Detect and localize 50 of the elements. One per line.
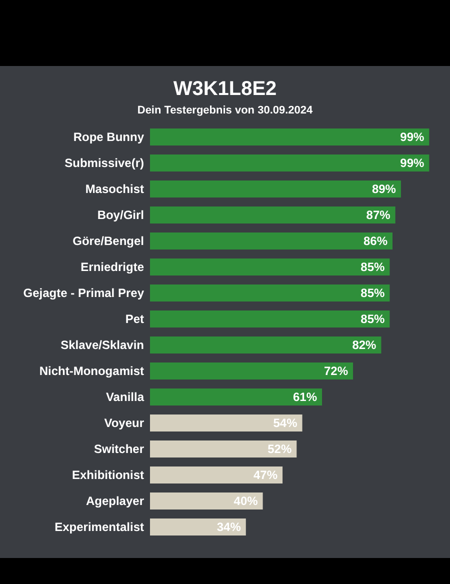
- bar: [150, 232, 393, 250]
- data-label: 86%: [363, 234, 388, 248]
- y-tick-label: Masochist: [85, 182, 144, 196]
- y-tick-label: Sklave/Sklavin: [60, 338, 144, 352]
- y-tick-label: Pet: [125, 312, 144, 326]
- data-label: 47%: [254, 468, 278, 482]
- bar: [150, 388, 322, 406]
- data-label: 40%: [234, 494, 258, 508]
- y-tick-label: Voyeur: [104, 416, 144, 430]
- y-tick-label: Göre/Bengel: [72, 234, 144, 248]
- y-tick-label: Nicht-Monogamist: [39, 364, 144, 378]
- y-tick-label: Boy/Girl: [97, 208, 144, 222]
- data-label: 87%: [366, 208, 391, 222]
- data-label: 82%: [352, 338, 377, 352]
- data-label: 85%: [360, 260, 386, 274]
- data-label: 85%: [360, 312, 386, 326]
- bar: [150, 414, 302, 432]
- bar: [150, 336, 382, 354]
- chart-subtitle: Dein Testergebnis von 30.09.2024: [137, 104, 314, 116]
- data-label: 99%: [400, 130, 424, 144]
- data-label: 52%: [268, 442, 292, 456]
- bar: [150, 128, 430, 146]
- bar: [150, 440, 297, 458]
- y-tick-label: Exhibitionist: [72, 468, 144, 482]
- data-label: 99%: [400, 156, 424, 170]
- y-tick-label: Submissive(r): [64, 156, 144, 170]
- data-label: 61%: [292, 390, 318, 404]
- bar: [150, 310, 390, 328]
- chart-title: W3K1L8E2: [173, 78, 277, 100]
- data-label: 72%: [324, 364, 348, 378]
- data-label: 89%: [372, 182, 396, 196]
- data-label: 34%: [216, 520, 242, 534]
- bar: [150, 466, 283, 484]
- y-tick-label: Rope Bunny: [73, 130, 144, 144]
- bar: [150, 518, 246, 536]
- data-label: 85%: [360, 286, 386, 300]
- y-tick-label: Vanilla: [106, 390, 144, 404]
- bar: [150, 206, 396, 224]
- y-tick-label: Gejagte - Primal Prey: [23, 286, 144, 300]
- bar: [150, 492, 263, 510]
- y-tick-label: Switcher: [94, 442, 144, 456]
- bar: [150, 180, 401, 198]
- bar: [150, 258, 390, 276]
- y-tick-label: Experimentalist: [54, 520, 144, 534]
- data-label: 54%: [273, 416, 298, 430]
- y-tick-label: Erniedrigte: [80, 260, 144, 274]
- bar: [150, 154, 430, 172]
- bar: [150, 362, 354, 380]
- y-tick-label: Ageplayer: [86, 494, 144, 508]
- bar: [150, 284, 390, 302]
